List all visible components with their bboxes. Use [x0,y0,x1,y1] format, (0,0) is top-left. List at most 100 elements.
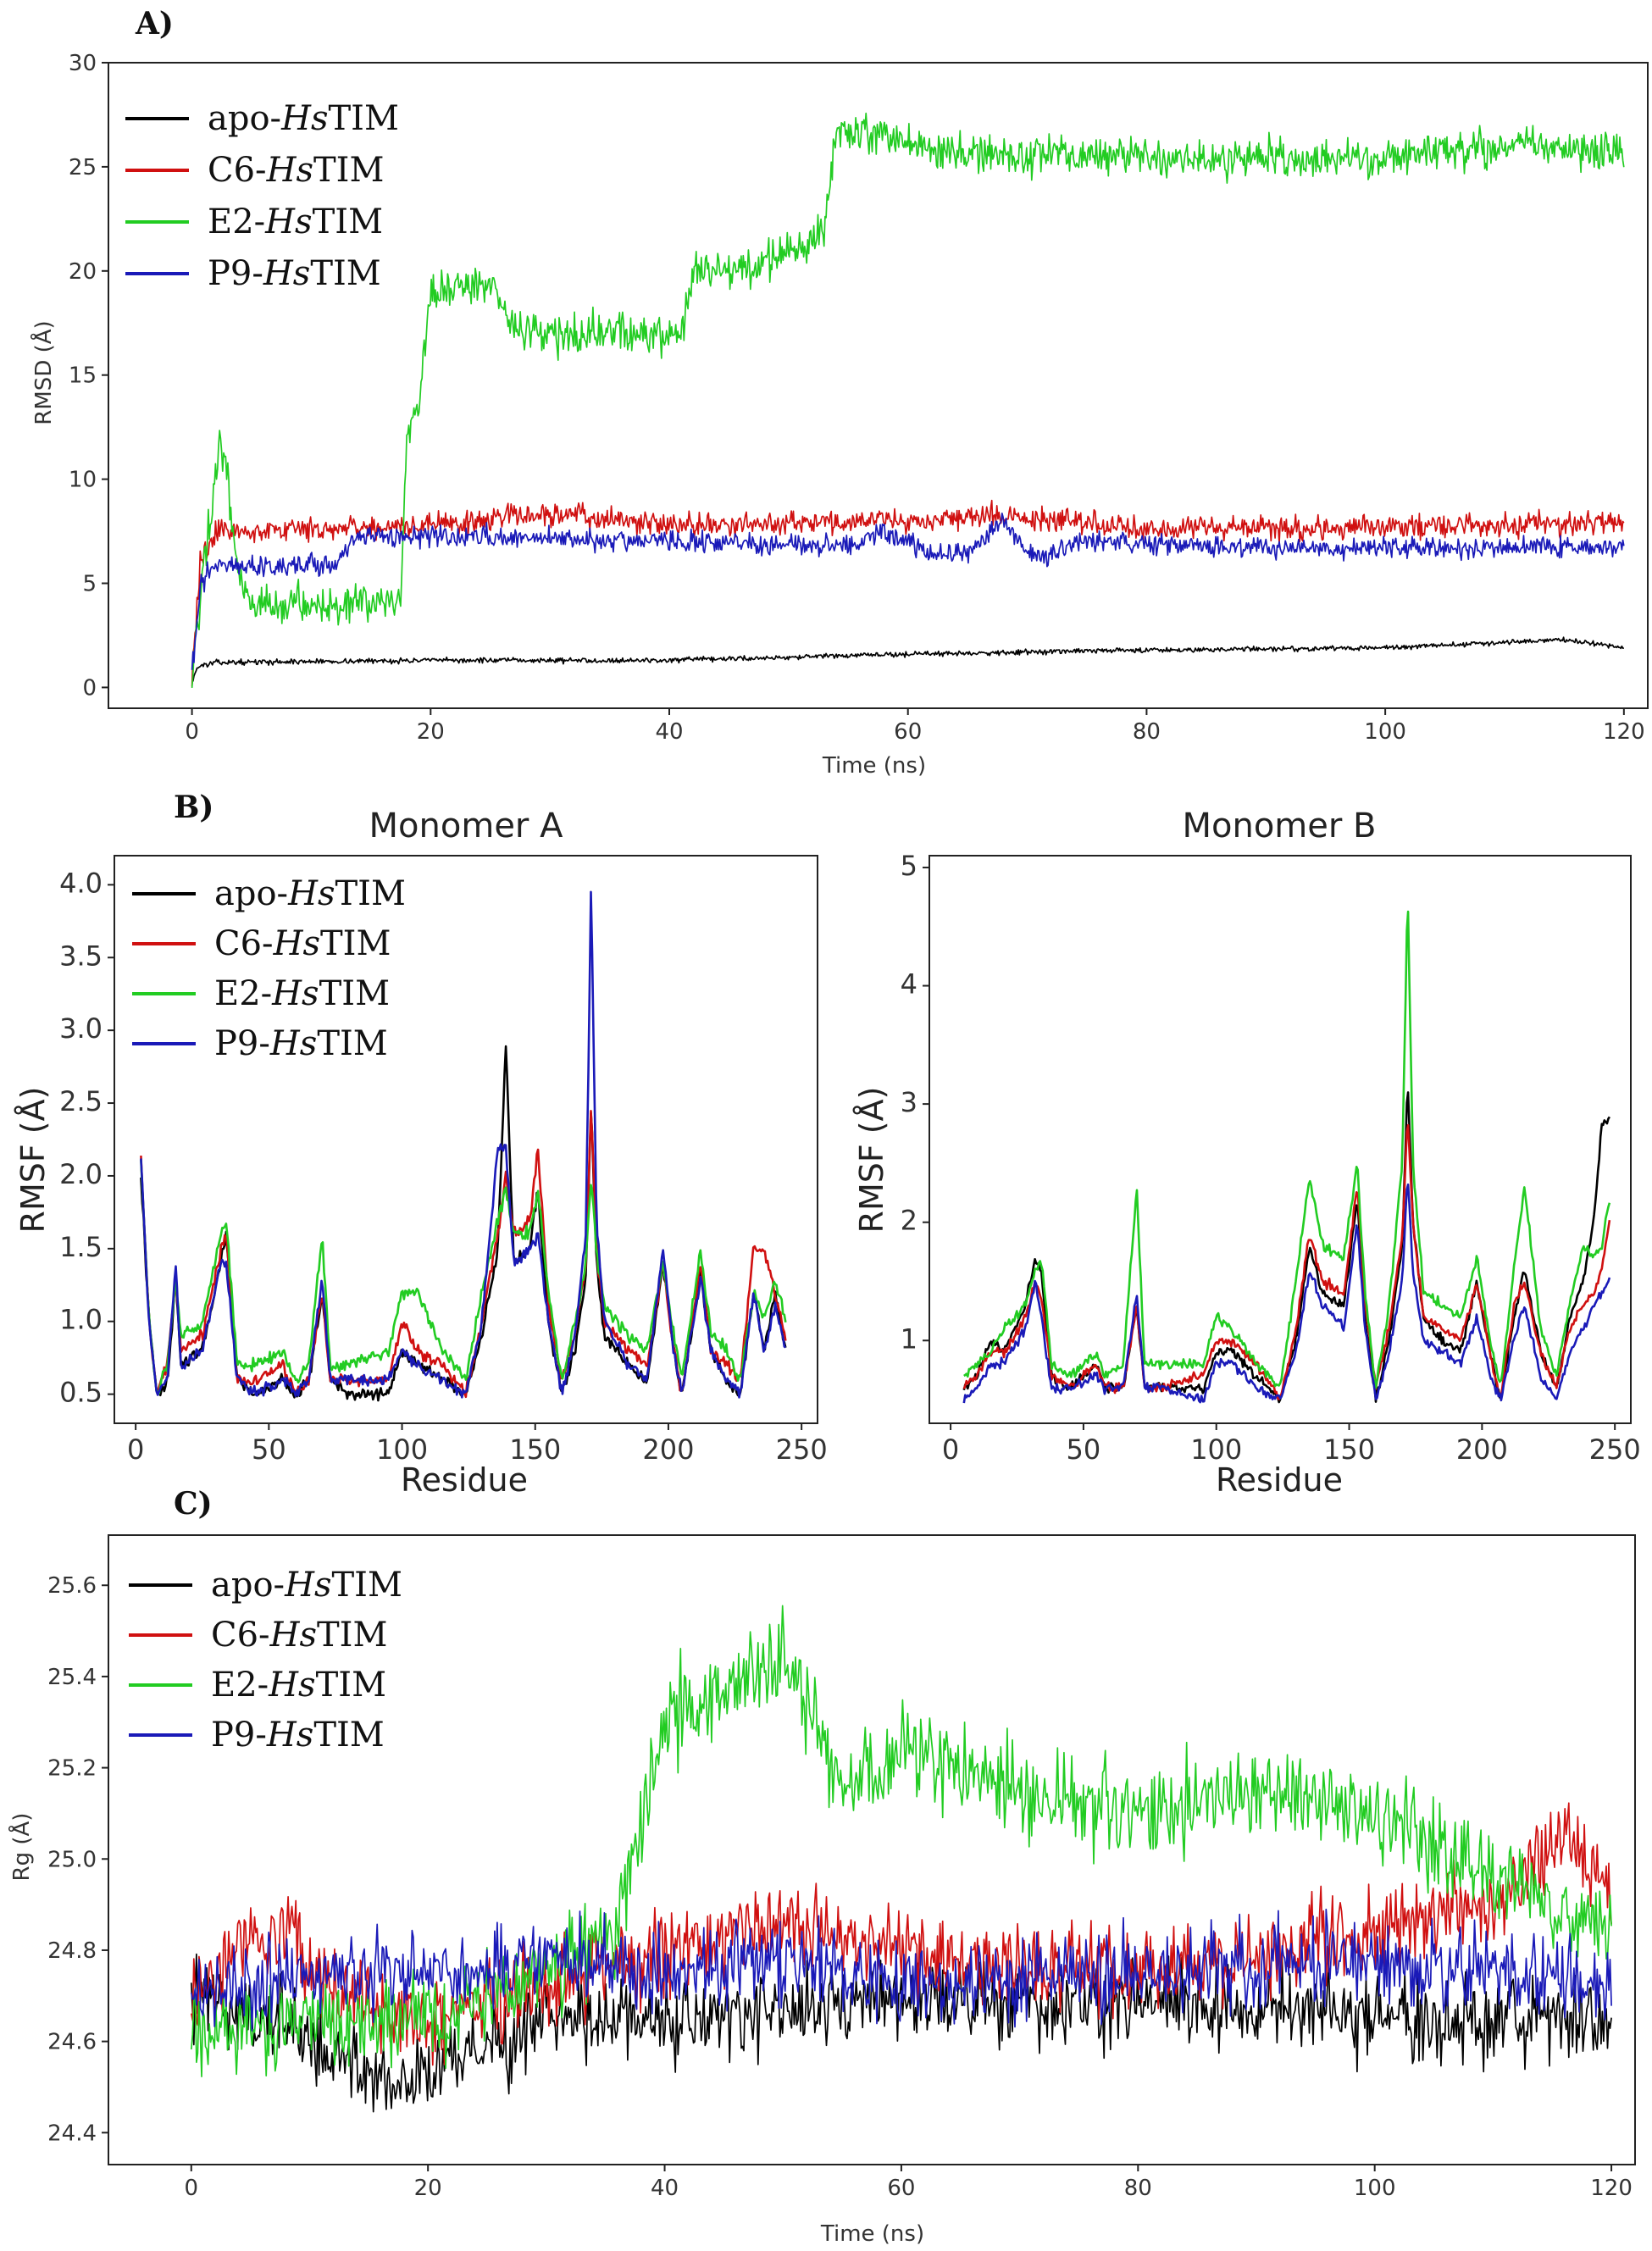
plot-area [190,1605,1612,2113]
legend-entry-P9: P9-HsTIM [211,1716,385,1755]
y-tick-label: 25.2 [47,1756,97,1782]
x-tick-label: 150 [509,1433,561,1466]
rg-chart: Rg (Å) Time (ns) 0 20 40 60 80 100 120 24.4 24.6… [8,1534,1636,2247]
legend: apo-HsTIM C6-HsTIM E2-HsTIM P9-HsTIM [132,874,406,1063]
legend-entry-apo: apo-HsTIM [211,1566,402,1605]
rmsd-chart-xlabel: Time (ns) [822,753,926,779]
y-tick-label: 24.4 [47,2121,97,2146]
x-tick-label: 250 [776,1433,828,1466]
x-tick-label: 0 [185,2176,199,2201]
rmsf-monomer-a-title: Monomer A [369,807,564,846]
rg-chart-ylabel: Rg (Å) [8,1813,35,1882]
series-line-apo [191,636,1624,683]
x-tick-label: 100 [1190,1433,1242,1466]
x-tick-label: 200 [642,1433,694,1466]
plot-area [140,890,787,1402]
y-tick-label: 24.6 [47,2030,97,2055]
y-tick-label: 25 [69,155,97,180]
rmsf-monomer-b-chart: Monomer B RMSF (Å) Residue 0 50 100 150 200 2… [853,807,1641,1499]
panel-label-c: C) [174,1486,213,1522]
y-tick-label: 5 [901,850,917,882]
x-tick-label: 0 [942,1433,959,1466]
series-line-E2 [963,910,1611,1389]
rmsf-monomer-a-xlabel: Residue [401,1461,528,1499]
x-tick-label: 100 [1364,719,1406,745]
rmsf-monomer-a-chart: Monomer A RMSF (Å) Residue 0 50 100 150 200 2… [14,807,828,1499]
y-tick-label: 1 [901,1322,917,1355]
y-tick-label: 3 [901,1086,917,1118]
y-tick-label: 10 [69,468,97,493]
series-line-C6 [190,1802,1612,2066]
series-line-P9 [962,1183,1611,1404]
legend-entry-E2: E2-HsTIM [211,1666,386,1705]
x-tick-label: 50 [1067,1433,1101,1466]
x-tick-label: 60 [887,2176,915,2201]
plot-frame [929,855,1632,1424]
legend-entry-E2: E2-HsTIM [208,202,383,241]
y-tick-label: 0 [82,675,97,701]
rmsf-monomer-b-xlabel: Residue [1216,1461,1343,1499]
legend-entry-C6: C6-HsTIM [208,151,384,190]
y-tick-label: 20 [69,259,97,285]
x-tick-label: 80 [1124,2176,1152,2201]
x-tick-label: 40 [651,2176,679,2201]
plot-frame [108,1534,1636,2165]
y-tick-label: 3.5 [59,940,103,972]
series-line-E2 [190,1605,1612,2077]
rmsf-monomer-b-ylabel: RMSF (Å) [853,1087,890,1234]
legend-entry-apo: apo-HsTIM [208,99,399,138]
x-tick-label: 60 [894,719,922,745]
plot-frame [114,855,818,1424]
series-line-P9 [191,513,1625,670]
y-tick-label: 4 [901,968,917,1001]
legend: apo-HsTIM C6-HsTIM E2-HsTIM P9-HsTIM [129,1566,402,1755]
x-tick-label: 120 [1603,719,1645,745]
rmsf-monomer-b-title: Monomer B [1183,807,1377,846]
x-tick-label: 20 [417,719,445,745]
plot-area [191,112,1625,688]
y-tick-label: 25.6 [47,1573,97,1599]
rmsd-chart-ylabel: RMSD (Å) [30,320,57,424]
x-tick-label: 0 [185,719,199,745]
x-tick-label: 0 [127,1433,144,1466]
legend-entry-apo: apo-HsTIM [214,874,406,913]
series-line-E2 [191,112,1625,688]
y-tick-label: 15 [69,363,97,389]
y-tick-label: 1.5 [59,1231,103,1263]
y-tick-label: 1.0 [59,1304,103,1336]
x-tick-label: 150 [1323,1433,1375,1466]
y-tick-label: 4.0 [59,867,103,899]
legend-entry-P9: P9-HsTIM [214,1024,388,1063]
x-tick-label: 20 [414,2176,442,2201]
x-tick-label: 100 [1354,2176,1396,2201]
x-tick-label: 250 [1589,1433,1641,1466]
series-line-E2 [140,1160,787,1395]
plot-frame [108,62,1649,709]
panel-label-b: B) [174,790,213,825]
x-tick-label: 80 [1133,719,1161,745]
y-tick-label: 30 [69,51,97,76]
y-tick-label: 25.0 [47,1847,97,1872]
plot-area [962,910,1611,1404]
rg-chart-xlabel: Time (ns) [820,2221,924,2247]
legend-entry-E2: E2-HsTIM [214,974,390,1013]
rmsd-chart: RMSD (Å) Time (ns) 0 20 40 60 80 100 120 0 5 10 15… [30,51,1649,779]
y-tick-label: 3.0 [59,1012,103,1045]
series-line-P9 [190,1908,1612,2032]
y-tick-label: 5 [82,572,97,597]
x-tick-label: 40 [655,719,683,745]
x-tick-label: 50 [252,1433,286,1466]
legend-entry-P9: P9-HsTIM [208,254,381,293]
y-tick-label: 0.5 [59,1377,103,1409]
legend-entry-C6: C6-HsTIM [214,924,391,963]
series-line-C6 [191,499,1625,687]
series-line-P9 [140,890,787,1399]
x-tick-label: 120 [1590,2176,1633,2201]
rmsf-monomer-a-ylabel: RMSF (Å) [14,1087,52,1234]
y-tick-label: 24.8 [47,1938,97,1964]
x-tick-label: 100 [376,1433,428,1466]
series-line-apo [190,1953,1612,2113]
y-tick-label: 25.4 [47,1665,97,1690]
